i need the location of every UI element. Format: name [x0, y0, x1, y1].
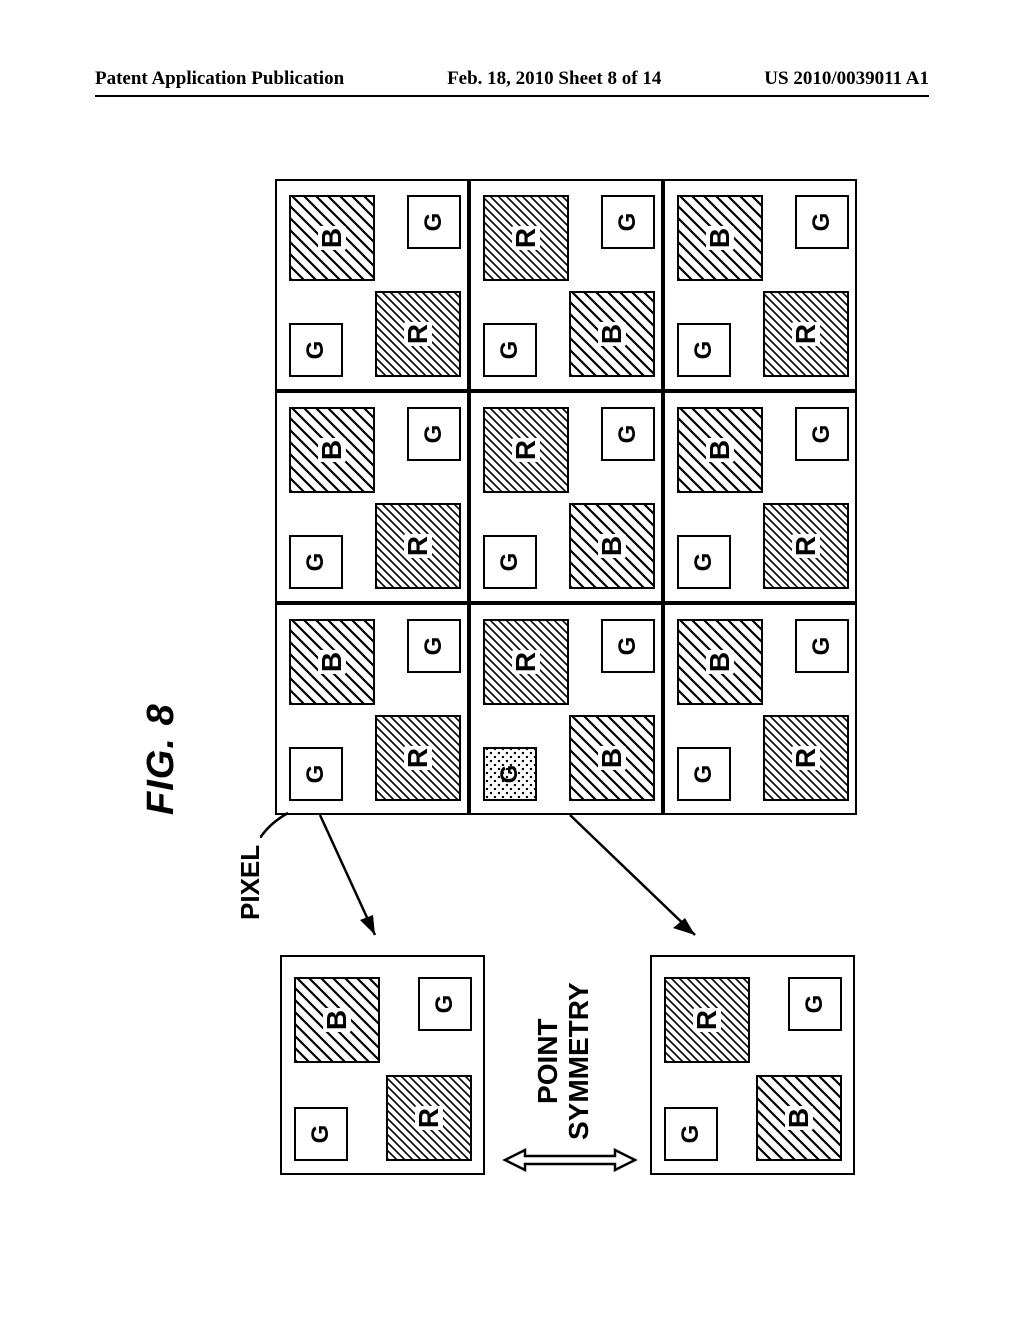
grid-pixel: GRBG: [469, 391, 663, 603]
page-header: Patent Application Publication Feb. 18, …: [0, 68, 1024, 90]
grid-pixel: GBRG: [663, 391, 857, 603]
figure-title: FIG. 8: [140, 703, 183, 815]
subpixel-r: R: [375, 503, 461, 589]
symmetry-label-line-1: POINT: [532, 1018, 563, 1104]
subpixel-r: R: [483, 195, 569, 281]
header-center: Feb. 18, 2010 Sheet 8 of 14: [447, 68, 661, 90]
subpixel-r: R: [483, 619, 569, 705]
subpixel-r: R: [386, 1075, 472, 1161]
subpixel-g: G: [677, 747, 731, 801]
callout-arrow-top: [305, 810, 395, 950]
subpixel-g: G: [407, 619, 461, 673]
subpixel-b: B: [569, 291, 655, 377]
subpixel-b: B: [677, 619, 763, 705]
subpixel-g: G: [795, 195, 849, 249]
grid-pixel: GRBG: [469, 603, 663, 815]
subpixel-g: G: [294, 1107, 348, 1161]
symmetry-arrow-icon: [500, 1145, 640, 1175]
header-right: US 2010/0039011 A1: [764, 68, 929, 90]
pixel-grid: GBRGGBRGGBRGGRBGGRBGGRBGGBRGGBRGGBRG: [275, 179, 857, 815]
header-left: Patent Application Publication: [95, 68, 344, 90]
detail-pixel-top: GBRG: [280, 955, 485, 1175]
subpixel-b: B: [677, 407, 763, 493]
subpixel-r: R: [375, 715, 461, 801]
figure-container: FIG. 8 PIXEL GBRG POINT SYMMETRY GRBG: [10, 305, 1010, 1045]
subpixel-b: B: [569, 715, 655, 801]
subpixel-g: G: [407, 195, 461, 249]
subpixel-g: G: [289, 323, 343, 377]
figure-rotated-canvas: FIG. 8 PIXEL GBRG POINT SYMMETRY GRBG: [140, 175, 880, 1175]
subpixel-g: G: [483, 535, 537, 589]
subpixel-b: B: [289, 195, 375, 281]
subpixel-r: R: [763, 503, 849, 589]
subpixel-r: R: [375, 291, 461, 377]
subpixel-b: B: [677, 195, 763, 281]
grid-pixel: GBRG: [663, 179, 857, 391]
grid-pixel: GBRG: [275, 603, 469, 815]
pixel-label: PIXEL: [235, 845, 266, 920]
grid-pixel: GBRG: [663, 603, 857, 815]
subpixel-r: R: [763, 291, 849, 377]
symmetry-label-line-2: SYMMETRY: [563, 982, 594, 1140]
subpixel-g: G: [601, 619, 655, 673]
subpixel-g: G: [289, 747, 343, 801]
subpixel-g: G: [601, 195, 655, 249]
grid-pixel: GRBG: [469, 179, 663, 391]
subpixel-g: G: [664, 1107, 718, 1161]
subpixel-b: B: [289, 619, 375, 705]
subpixel-r: R: [483, 407, 569, 493]
subpixel-g: G: [483, 323, 537, 377]
grid-pixel: GBRG: [275, 391, 469, 603]
subpixel-g: G: [289, 535, 343, 589]
subpixel-r: R: [664, 977, 750, 1063]
callout-arrow-bottom: [560, 810, 710, 950]
detail-pixel-bottom: GRBG: [650, 955, 855, 1175]
header-rule: [95, 95, 929, 97]
subpixel-g: G: [677, 323, 731, 377]
subpixel-g: G: [677, 535, 731, 589]
subpixel-b: B: [569, 503, 655, 589]
subpixel-b: B: [294, 977, 380, 1063]
subpixel-b: B: [289, 407, 375, 493]
subpixel-g: G: [407, 407, 461, 461]
subpixel-g: G: [788, 977, 842, 1031]
subpixel-g: G: [483, 747, 537, 801]
subpixel-b: B: [756, 1075, 842, 1161]
symmetry-label: POINT SYMMETRY: [533, 982, 595, 1140]
grid-pixel: GBRG: [275, 179, 469, 391]
subpixel-g: G: [795, 619, 849, 673]
subpixel-g: G: [795, 407, 849, 461]
subpixel-g: G: [601, 407, 655, 461]
subpixel-g: G: [418, 977, 472, 1031]
subpixel-r: R: [763, 715, 849, 801]
